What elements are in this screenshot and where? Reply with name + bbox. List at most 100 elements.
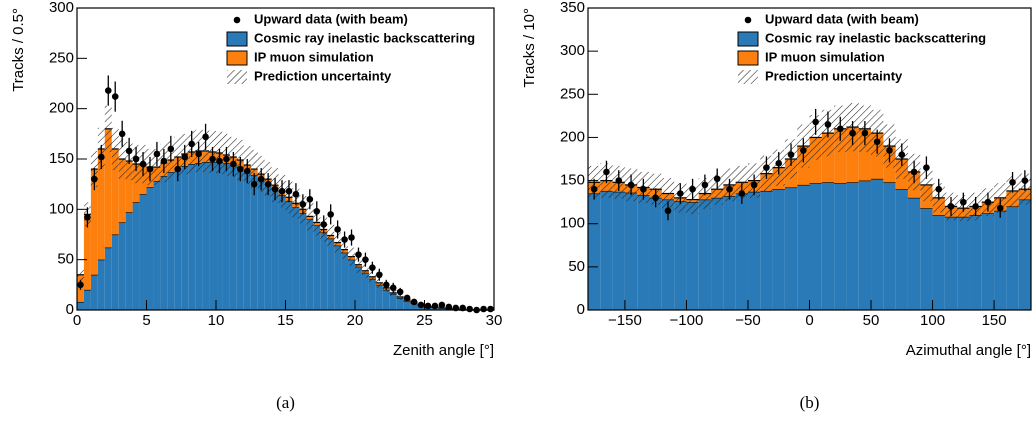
data-point (615, 177, 623, 184)
data-point (348, 234, 355, 241)
legend-label: Upward data (with beam) (254, 11, 408, 26)
data-point (132, 155, 140, 163)
data-point (98, 153, 105, 161)
y-axis-label: Tracks / 10° (521, 8, 538, 88)
legend-label: Cosmic ray inelastic backscattering (765, 30, 986, 45)
legend-swatch (227, 70, 247, 84)
data-point (898, 151, 906, 158)
legend-swatch (226, 50, 248, 66)
bar-segment (396, 297, 404, 310)
bar-segment (834, 183, 847, 310)
data-point (836, 125, 844, 133)
bar-segment (1018, 199, 1031, 310)
bar-segment (735, 193, 748, 310)
bar-segment (188, 164, 196, 310)
bar-segment (313, 225, 321, 310)
data-point (431, 302, 439, 310)
data-point (466, 305, 473, 313)
data-point (334, 226, 341, 233)
data-point (369, 264, 376, 272)
bar-segment (907, 197, 921, 310)
y-tick-label: 250 (49, 49, 74, 66)
bar-segment (167, 172, 175, 310)
legend-marker (744, 16, 752, 24)
bar-segment (271, 189, 279, 310)
bar-segment (846, 182, 859, 310)
y-tick-label: 250 (560, 85, 585, 102)
data-point (188, 140, 195, 148)
uncertainty-band (334, 232, 342, 253)
bar-segment (932, 215, 945, 310)
bar-segment (236, 167, 244, 310)
uncertainty-band (368, 270, 376, 283)
bar-segment (624, 192, 638, 310)
legend-label: Cosmic ray inelastic backscattering (254, 30, 475, 45)
bar-segment (139, 194, 147, 310)
bar-segment (243, 171, 251, 310)
bar-segment (920, 208, 933, 310)
data-point (417, 301, 425, 309)
bar-segment (674, 201, 687, 310)
uncertainty-band (994, 183, 1007, 213)
data-point (1009, 178, 1016, 186)
bar-segment (637, 195, 650, 310)
bar-segment (306, 219, 314, 310)
x-tick-label: 0 (73, 312, 81, 329)
bar-segment (181, 166, 189, 310)
bar-segment (994, 210, 1007, 310)
bar-segment (285, 201, 293, 310)
bar-segment (111, 234, 119, 310)
bar-segment (1006, 206, 1019, 310)
bar-segment (111, 148, 119, 235)
bar-segment (327, 238, 335, 310)
bar-segment (174, 169, 182, 310)
legend-label: IP muon simulation (254, 49, 374, 64)
bar-segment (784, 187, 798, 310)
bar-segment (90, 169, 98, 275)
bar-segment (104, 128, 112, 248)
legend-marker (233, 16, 241, 24)
y-tick-label: 150 (560, 172, 585, 189)
uncertainty-band (313, 209, 321, 236)
data-point (676, 190, 684, 197)
data-point (257, 175, 265, 183)
data-point (389, 284, 397, 292)
uncertainty-band (661, 177, 675, 210)
caption: (a) (276, 393, 295, 412)
data-point (118, 130, 126, 138)
bar-segment (348, 259, 355, 310)
bar-segment (195, 163, 203, 310)
y-axis-label: Tracks / 0.5° (10, 8, 27, 92)
data-point (984, 198, 992, 206)
data-point (438, 301, 446, 309)
data-point (84, 214, 91, 221)
data-point (306, 195, 314, 203)
data-point (701, 181, 709, 189)
bar-segment (382, 289, 390, 310)
bar-segment (222, 163, 230, 310)
data-point (775, 160, 783, 167)
bar-segment (600, 190, 613, 310)
data-point (341, 236, 348, 243)
x-tick-label: 10 (208, 312, 225, 329)
bar-segment (361, 272, 369, 310)
bar-segment (883, 182, 896, 310)
uncertainty-band (118, 138, 126, 180)
bar-segment (153, 181, 161, 310)
data-point (640, 185, 647, 193)
data-point (230, 160, 237, 168)
x-axis-label: Azimuthal angle [°] (906, 342, 1031, 359)
data-point (812, 118, 819, 126)
bar-segment (125, 161, 133, 213)
data-point (873, 138, 881, 146)
data-point (195, 150, 202, 158)
uncertainty-band (111, 127, 119, 171)
data-point (445, 303, 453, 311)
data-point (787, 151, 795, 158)
data-point (209, 155, 216, 163)
data-point (139, 160, 147, 168)
x-tick-label: 50 (863, 312, 880, 329)
data-point (237, 165, 244, 173)
bar-segment (649, 197, 662, 310)
data-point (376, 271, 383, 279)
